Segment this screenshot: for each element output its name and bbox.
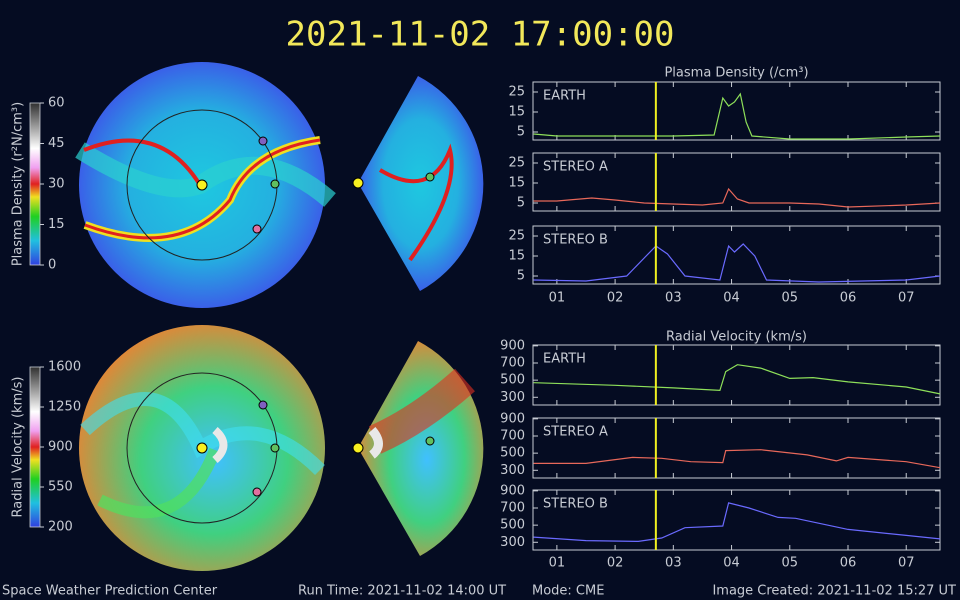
series-label: EARTH <box>543 89 586 104</box>
chart-title: Plasma Density (/cm³) <box>664 66 808 81</box>
y-tick-label: 700 <box>500 501 525 516</box>
y-tick-label: 900 <box>500 338 525 353</box>
y-tick-label: 5 <box>517 269 525 284</box>
x-tick-label: 02 <box>607 556 624 571</box>
series-line <box>533 364 941 395</box>
y-tick-label: 25 <box>508 229 525 244</box>
y-tick-label: 15 <box>508 105 525 120</box>
panel-frame <box>532 152 941 212</box>
y-tick-label: 5 <box>517 196 525 211</box>
series-line <box>533 243 941 283</box>
y-tick-label: 300 <box>500 535 525 550</box>
density-disk <box>75 62 484 308</box>
x-tick-label: 05 <box>782 291 799 306</box>
panel-frame <box>532 225 941 285</box>
y-tick-label: 700 <box>500 429 525 444</box>
x-tick-label: 02 <box>607 291 624 306</box>
series-line <box>533 502 941 543</box>
x-tick-label: 01 <box>549 556 566 571</box>
y-tick-label: 25 <box>508 156 525 171</box>
x-tick-label: 06 <box>840 556 857 571</box>
footer-run-time: Run Time: 2021-11-02 14:00 UT <box>298 584 506 599</box>
colorbar-tick-label: 900 <box>48 440 73 455</box>
x-tick-label: 04 <box>723 556 740 571</box>
series-label: STEREO B <box>543 497 608 512</box>
velocity-disk <box>79 325 484 571</box>
series-line <box>533 187 941 208</box>
series-line <box>533 92 941 140</box>
y-tick-label: 500 <box>500 446 525 461</box>
x-tick-label: 07 <box>898 556 915 571</box>
timestamp: 2021-11-02 17:00:00 <box>286 15 675 55</box>
x-tick-label: 01 <box>549 291 566 306</box>
y-tick-label: 25 <box>508 85 525 100</box>
y-tick-label: 300 <box>500 390 525 405</box>
colorbar-label: Radial Velocity (km/s) <box>11 377 26 518</box>
colorbar-tick-label: 45 <box>48 136 65 151</box>
y-tick-label: 900 <box>500 411 525 426</box>
panel-frame <box>532 489 941 551</box>
x-tick-label: 03 <box>665 556 682 571</box>
colorbar-tick-label: 1600 <box>48 360 81 375</box>
x-tick-label: 06 <box>840 291 857 306</box>
footer-created: Image Created: 2021-11-02 15:27 UT <box>712 584 956 599</box>
colorbar-tick-label: 0 <box>48 258 56 273</box>
series-label: STEREO A <box>543 160 608 175</box>
y-tick-label: 900 <box>500 483 525 498</box>
y-tick-label: 700 <box>500 356 525 371</box>
panel-frame <box>532 81 941 141</box>
colorbar-label: Plasma Density (r²N/cm³) <box>11 102 26 266</box>
chart-title: Radial Velocity (km/s) <box>666 330 807 345</box>
colorbar-tick-label: 15 <box>48 217 65 232</box>
x-tick-label: 05 <box>782 556 799 571</box>
y-tick-label: 5 <box>517 125 525 140</box>
series-label: STEREO A <box>543 425 608 440</box>
colorbar-tick-label: 200 <box>48 520 73 535</box>
y-tick-label: 500 <box>500 518 525 533</box>
x-tick-label: 07 <box>898 291 915 306</box>
footer-mode: Mode: CME <box>532 584 604 599</box>
colorbar <box>29 102 41 266</box>
y-tick-label: 15 <box>508 176 525 191</box>
panel-frame <box>532 344 941 406</box>
y-tick-label: 15 <box>508 249 525 264</box>
footer-org: Space Weather Prediction Center <box>2 584 218 599</box>
x-tick-label: 04 <box>723 291 740 306</box>
colorbar-tick-label: 60 <box>48 96 65 111</box>
series-label: STEREO B <box>543 233 608 248</box>
y-tick-label: 500 <box>500 373 525 388</box>
y-tick-label: 300 <box>500 463 525 478</box>
colorbar-tick-label: 550 <box>48 480 73 495</box>
colorbar-tick-label: 1250 <box>48 400 81 415</box>
series-line <box>533 449 941 469</box>
colorbar <box>29 366 41 528</box>
colorbar-tick-label: 30 <box>48 177 65 192</box>
x-tick-label: 03 <box>665 291 682 306</box>
panel-frame <box>532 417 941 479</box>
series-label: EARTH <box>543 352 586 367</box>
